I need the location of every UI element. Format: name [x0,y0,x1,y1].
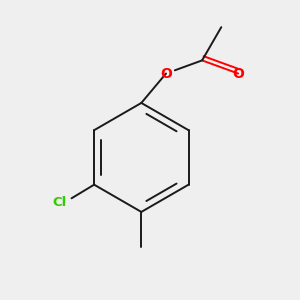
Text: O: O [160,67,172,80]
Text: O: O [232,67,244,80]
Text: Cl: Cl [52,196,66,208]
